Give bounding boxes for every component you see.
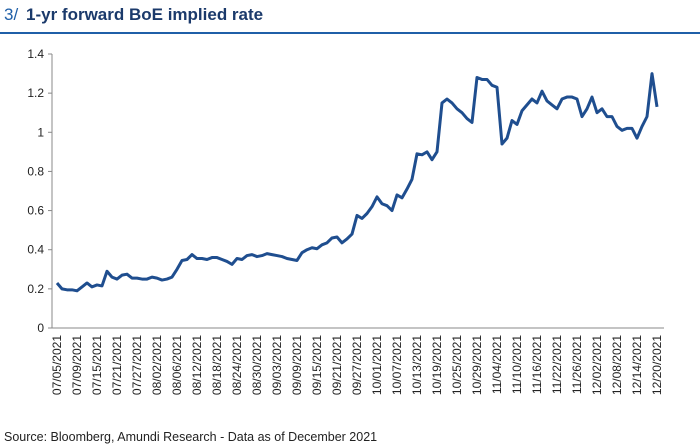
chart-number: 3/ — [4, 5, 18, 24]
x-tick-label: 08/24/2021 — [230, 335, 244, 395]
x-tick-label: 11/10/2021 — [510, 335, 524, 394]
y-tick-label: 0.8 — [27, 164, 44, 178]
x-tick-label: 07/15/2021 — [90, 335, 104, 395]
data-line — [55, 72, 659, 293]
y-tick-label: 0.6 — [27, 204, 44, 218]
x-tick-label: 10/19/2021 — [430, 335, 444, 395]
x-tick-label: 10/01/2021 — [370, 335, 384, 395]
x-tick-label: 09/03/2021 — [270, 335, 284, 395]
x-tick-label: 11/04/2021 — [490, 335, 504, 394]
y-tick-label: 0 — [37, 321, 44, 335]
x-tick-label: 12/08/2021 — [610, 335, 624, 395]
y-tick-label: 0.2 — [27, 282, 44, 296]
x-tick-label: 08/30/2021 — [250, 335, 264, 395]
x-tick-label: 09/15/2021 — [310, 335, 324, 395]
x-tick-label: 09/09/2021 — [290, 335, 304, 395]
x-tick-label: 08/06/2021 — [170, 335, 184, 395]
x-tick-label: 10/13/2021 — [410, 335, 424, 395]
x-tick-label: 07/09/2021 — [70, 335, 84, 395]
x-tick-label: 07/05/2021 — [50, 335, 64, 395]
y-tick-label: 1.2 — [27, 86, 44, 100]
y-tick-label: 1 — [37, 125, 44, 139]
x-tick-label: 09/27/2021 — [350, 335, 364, 395]
y-tick-label: 0.4 — [27, 243, 44, 257]
x-tick-label: 11/26/2021 — [570, 335, 584, 394]
x-tick-label: 08/02/2021 — [150, 335, 164, 395]
x-tick-label: 08/12/2021 — [190, 335, 204, 395]
x-tick-label: 07/21/2021 — [110, 335, 124, 395]
x-tick-label: 10/25/2021 — [450, 335, 464, 395]
x-tick-label: 12/14/2021 — [630, 335, 644, 395]
x-tick-label: 10/07/2021 — [390, 335, 404, 395]
x-tick-label: 10/29/2021 — [470, 335, 484, 395]
x-tick-label: 08/18/2021 — [210, 335, 224, 395]
chart-title: 1-yr forward BoE implied rate — [26, 5, 263, 24]
x-tick-label: 09/21/2021 — [330, 335, 344, 395]
x-tick-label: 07/27/2021 — [130, 335, 144, 395]
x-tick-label: 11/16/2021 — [530, 335, 544, 394]
x-tick-label: 11/22/2021 — [550, 335, 564, 394]
source-note: Source: Bloomberg, Amundi Research - Dat… — [4, 430, 377, 444]
x-tick-label: 12/02/2021 — [590, 335, 604, 395]
x-tick-label: 12/20/2021 — [650, 335, 664, 395]
y-tick-label: 1.4 — [27, 47, 44, 61]
